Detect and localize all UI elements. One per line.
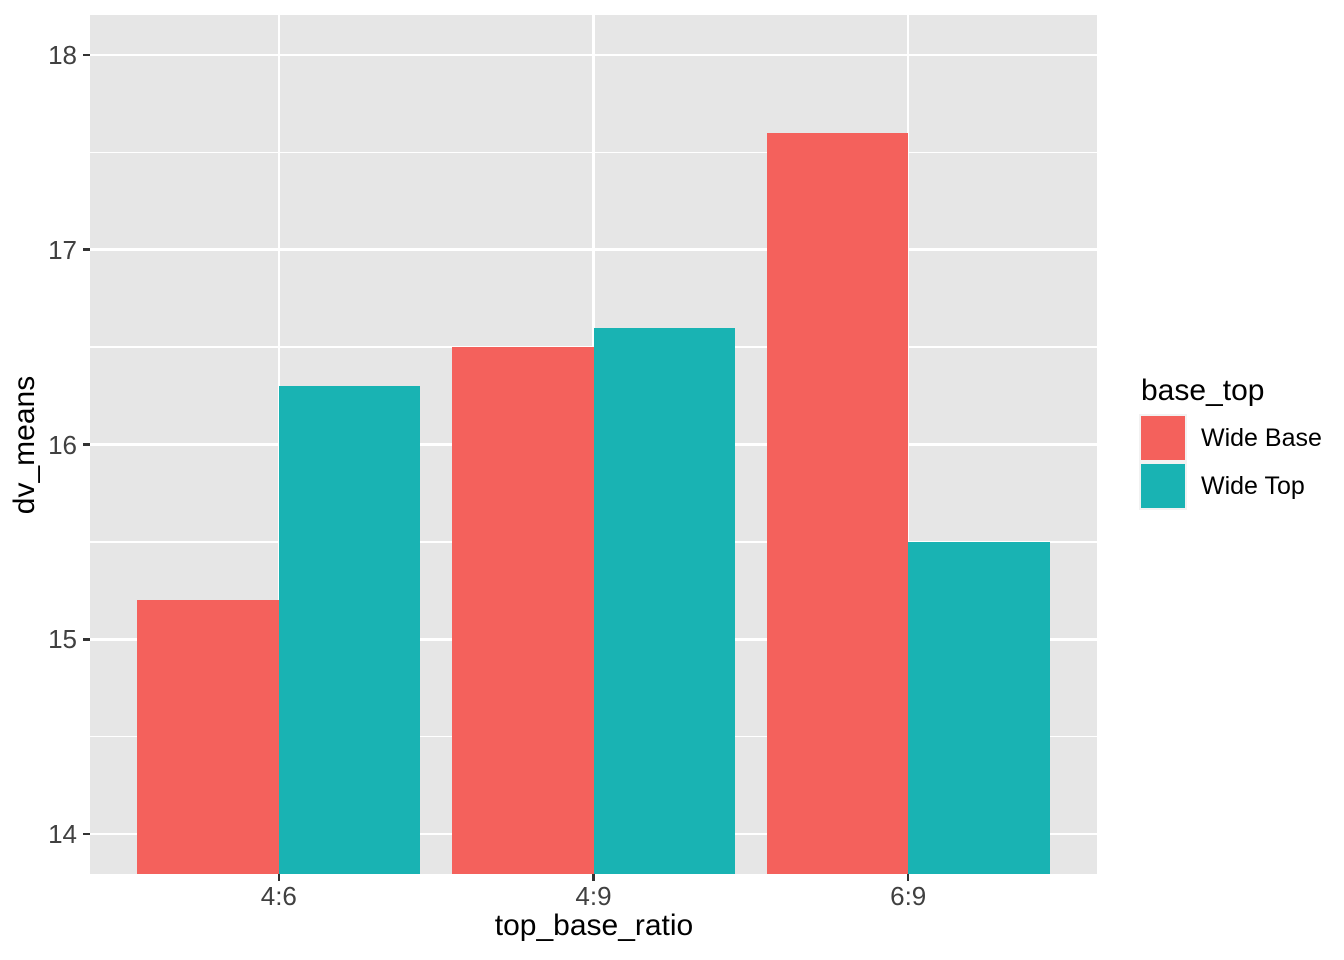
x-tick-label: 6:9 [890, 881, 927, 911]
plot-panel [90, 15, 1097, 874]
bar-wide-top [908, 541, 1050, 874]
x-tick-mark [592, 874, 595, 881]
bars-layer [90, 15, 1097, 874]
wide-top-swatch [1141, 464, 1185, 508]
y-axis-title: dv_means [8, 375, 41, 515]
y-tick-label: 17 [48, 234, 77, 265]
bar-wide-top [593, 327, 736, 874]
x-tick-label: 4:9 [575, 881, 612, 911]
x-tick-mark [277, 874, 281, 881]
gridline-major-y [90, 248, 1097, 251]
legend-item-wide-top: Wide Top [1141, 464, 1322, 508]
y-tick-label: 15 [48, 624, 77, 655]
y-tick-label: 16 [48, 429, 77, 460]
bar-wide-base [766, 132, 909, 874]
y-tick-mark [83, 637, 90, 641]
legend-title: base_top [1141, 374, 1265, 407]
x-tick-label: 4:6 [260, 881, 297, 911]
gridline-minor-y [90, 151, 1097, 153]
gridline-major-y [90, 53, 1097, 57]
bar-wide-base [137, 600, 279, 874]
legend-item-wide-base: Wide Base [1141, 416, 1322, 460]
legend: base_top Wide Base Wide Top [1141, 374, 1322, 512]
y-tick-mark [83, 248, 90, 251]
bar-wide-top [278, 386, 421, 874]
x-tick-mark [906, 874, 910, 881]
y-tick-mark [83, 53, 90, 57]
y-tick-mark [83, 832, 90, 836]
wide-base-swatch [1141, 416, 1185, 460]
y-tick-mark [83, 443, 90, 446]
x-axis-title: top_base_ratio [494, 909, 694, 942]
legend-label-wide-top: Wide Top [1201, 471, 1305, 500]
legend-label-wide-base: Wide Base [1201, 423, 1322, 452]
y-tick-label: 14 [48, 819, 77, 850]
y-tick-label: 18 [48, 39, 77, 70]
bar-wide-base [451, 347, 594, 874]
